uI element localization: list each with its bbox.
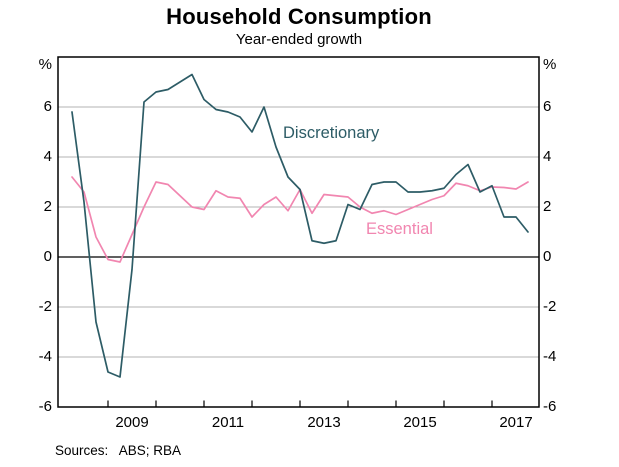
x-axis-year-label: 2013 xyxy=(307,414,341,431)
series-label-discretionary: Discretionary xyxy=(283,124,380,142)
y-axis-label-left: -6 xyxy=(38,398,52,415)
plot-border xyxy=(57,56,540,408)
y-axis-label-right: 2 xyxy=(543,198,552,215)
y-axis-label-right: 0 xyxy=(543,248,552,265)
y-axis-unit-right: % xyxy=(543,56,557,73)
y-axis-label-left: -4 xyxy=(38,348,52,365)
y-axis-label-right: -6 xyxy=(543,398,557,415)
y-axis-label-right: -4 xyxy=(543,348,557,365)
y-axis-label-right: 6 xyxy=(543,98,552,115)
x-axis-year-label: 2009 xyxy=(115,414,149,431)
y-axis-label-right: 4 xyxy=(543,148,552,165)
x-axis-year-label: 2017 xyxy=(499,414,533,431)
chart-subtitle: Year-ended growth xyxy=(235,31,363,48)
y-axis-label-left: 0 xyxy=(43,248,52,265)
series-label-essential: Essential xyxy=(366,220,433,238)
x-axis-year-label: 2015 xyxy=(403,414,437,431)
chart-title: Household Consumption xyxy=(166,4,432,29)
y-axis-label-left: 2 xyxy=(43,198,52,215)
x-axis-year-label: 2011 xyxy=(211,414,245,431)
y-axis-label-left: 4 xyxy=(43,148,52,165)
discretionary-line xyxy=(71,73,529,378)
sources-note: Sources: ABS; RBA xyxy=(55,443,182,458)
y-axis-label-left: 6 xyxy=(43,98,52,115)
y-axis-unit-left: % xyxy=(38,56,52,73)
y-axis-label-left: -2 xyxy=(38,298,52,315)
y-axis-label-right: -2 xyxy=(543,298,557,315)
